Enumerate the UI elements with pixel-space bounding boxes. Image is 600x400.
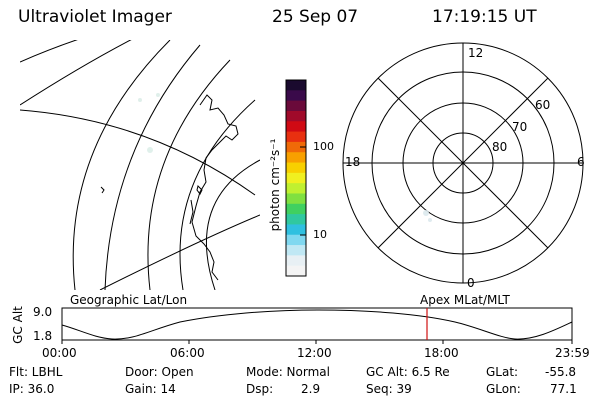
mlat-label-80: 80 — [492, 140, 508, 154]
lat-arc — [147, 59, 231, 290]
colorbar-cell — [286, 162, 306, 174]
ip-info: IP: 36.0 — [9, 382, 55, 396]
mlt-label-12: 12 — [468, 46, 484, 60]
polar-panel-label: Apex MLat/MLT — [420, 293, 510, 307]
mode-info: Mode: Normal — [246, 365, 330, 379]
lat-arc — [20, 40, 132, 106]
island — [196, 185, 203, 195]
timeline-xtick-1200: 12:00 — [297, 346, 332, 360]
dsp-value: 2.9 — [301, 382, 321, 396]
lat-arc — [20, 40, 78, 63]
altitude-curve — [61, 309, 573, 340]
colorbar-cell — [286, 172, 306, 184]
instrument-title: Ultraviolet Imager — [18, 7, 172, 27]
colorbar-cell — [286, 110, 306, 122]
coastline — [189, 199, 194, 225]
dsp-label: Dsp: — [246, 382, 274, 396]
timeline-ytick-1.8: 1.8 — [33, 329, 53, 343]
colorbar-tick-label-10: 10 — [313, 228, 327, 241]
image-time: 17:19:15 UT — [432, 7, 537, 27]
colorbar-cell — [286, 265, 306, 277]
mlat-label-70: 70 — [512, 120, 528, 134]
colorbar-cell — [286, 141, 306, 153]
glon-label: GLon: — [486, 382, 521, 396]
colorbar-cell — [286, 121, 306, 133]
lat-arc — [104, 44, 201, 290]
colorbar-cell — [286, 255, 306, 267]
colorbar-tick-label-100: 100 — [313, 140, 334, 153]
mlat-label-60: 60 — [535, 98, 551, 112]
timeline-ytick-9: 9.0 — [33, 305, 53, 319]
colorbar-cell — [286, 203, 306, 215]
lat-arc — [205, 159, 260, 290]
colorbar-cell — [286, 100, 306, 112]
colorbar-cell — [286, 131, 306, 143]
seq-info: Seq: 39 — [366, 382, 412, 396]
meridian-line — [99, 214, 260, 290]
mlt-label-18: 18 — [345, 155, 361, 169]
timeline-xtick-2359: 23:59 — [555, 346, 590, 360]
lat-arc — [72, 40, 171, 290]
timeline-frame — [61, 307, 573, 341]
timeline-xtick-0600: 06:00 — [170, 346, 205, 360]
gc-alt-info: GC Alt: 6.5 Re — [366, 365, 450, 379]
mlt-label-6: 6 — [577, 155, 585, 169]
colorbar-cell — [286, 193, 306, 205]
geographic-panel-label: Geographic Lat/Lon — [70, 293, 188, 307]
filter-info: Flt: LBHL — [9, 365, 63, 379]
mlt-diag — [377, 77, 549, 249]
door-info: Door: Open — [125, 365, 194, 379]
glon-value: 77.1 — [550, 382, 577, 396]
image-date: 25 Sep 07 — [272, 7, 359, 27]
glat-label: GLat: — [486, 365, 519, 379]
glat-value: -55.8 — [545, 365, 577, 379]
mlt-label-0: 0 — [467, 276, 475, 290]
coastline — [191, 94, 239, 281]
colorbar-cell — [286, 80, 306, 91]
meridian-line — [20, 109, 256, 196]
colorbar-cell — [286, 152, 306, 164]
colorbar-cell — [286, 224, 306, 236]
gain-info: Gain: 14 — [125, 382, 176, 396]
colorbar-cell — [286, 214, 306, 225]
colorbar-cell — [286, 245, 306, 256]
island — [100, 186, 105, 194]
colorbar-cell — [286, 90, 306, 102]
colorbar-cell — [286, 183, 306, 194]
timeline-ylabel: GC Alt — [11, 306, 25, 344]
colorbar-cell — [286, 234, 306, 246]
timeline-xtick-0000: 00:00 — [42, 346, 77, 360]
lat-arc — [179, 99, 256, 290]
timeline-xtick-1800: 18:00 — [424, 346, 459, 360]
